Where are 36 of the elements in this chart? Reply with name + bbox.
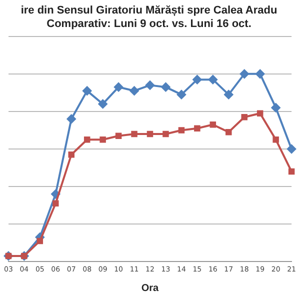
- point: [208, 75, 218, 84]
- point: [271, 103, 280, 112]
- point: [241, 114, 248, 120]
- point: [130, 86, 139, 96]
- point: [162, 130, 169, 138]
- point: [66, 114, 76, 124]
- point: [224, 90, 234, 100]
- point: [287, 144, 296, 154]
- text: Comparativ: Luni 9 oct. vs. Luni 16 oct.: [46, 18, 252, 30]
- point: [256, 69, 265, 78]
- point: [36, 238, 44, 244]
- point: [84, 136, 90, 143]
- point: [176, 90, 186, 100]
- point: [256, 110, 264, 116]
- point: [192, 75, 202, 84]
- point: [51, 190, 60, 199]
- point: [100, 136, 106, 143]
- point: [178, 127, 185, 134]
- point: [52, 200, 59, 207]
- point: [146, 80, 154, 90]
- point: [68, 152, 74, 158]
- point: [272, 136, 279, 143]
- point: [226, 128, 232, 136]
- point: [146, 130, 154, 138]
- point: [131, 130, 138, 138]
- point: [98, 99, 108, 108]
- x-axis-title: Ora: [141, 282, 160, 294]
- point: [161, 82, 170, 92]
- point: [82, 86, 92, 96]
- point: [240, 69, 249, 78]
- point: [288, 168, 295, 175]
- text: ire din Sensul Giratoriu Mărăști spre Calea Aradu: [20, 4, 278, 17]
- point: [194, 125, 200, 132]
- point: [210, 121, 216, 128]
- point: [114, 82, 124, 92]
- point: [115, 132, 122, 139]
